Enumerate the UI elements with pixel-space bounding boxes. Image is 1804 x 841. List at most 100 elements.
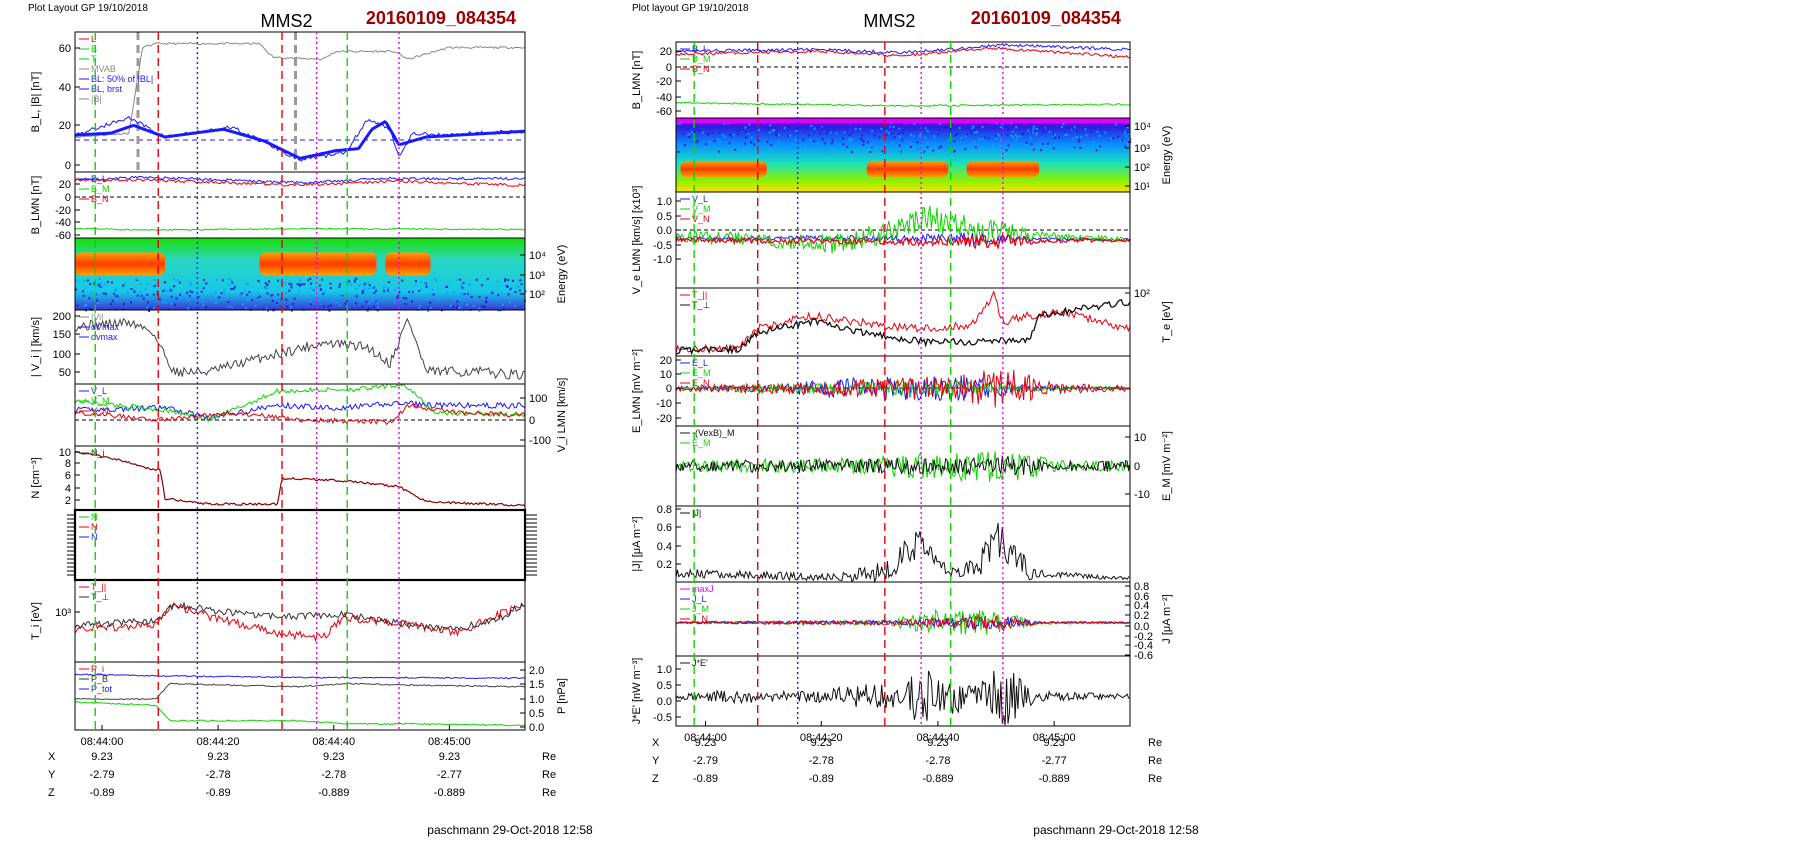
spectrogram-speckle — [341, 294, 344, 297]
spectrogram-speckle — [481, 305, 484, 308]
series-BN — [675, 46, 1131, 59]
spectrogram-speckle — [824, 142, 826, 145]
spectrogram-speckle — [829, 131, 832, 134]
spectrogram-speckle — [956, 141, 959, 144]
spectrogram-speckle — [1099, 145, 1102, 148]
spectrogram-speckle — [1117, 135, 1119, 138]
spectrogram-speckle — [265, 286, 268, 289]
spectrogram-speckle — [506, 286, 509, 288]
x-tick-label: 08:44:00 — [81, 736, 124, 748]
spectrogram-speckle — [372, 305, 375, 308]
spectrogram-speckle — [339, 304, 342, 307]
spectrogram-speckle — [785, 148, 788, 151]
y-axis-label: T_e [eV] — [1161, 301, 1173, 343]
spectrogram-speckle — [826, 132, 828, 135]
y-tick-label: 20 — [59, 179, 71, 191]
spectrogram-speckle — [172, 296, 175, 299]
y-tick-label: 10 — [1134, 432, 1146, 444]
spectrogram-speckle — [1011, 130, 1014, 133]
spectrogram-speckle — [917, 147, 920, 150]
spectrogram-speckle — [999, 138, 1002, 141]
spectrogram-speckle — [723, 122, 726, 125]
spectrogram-speckle — [787, 147, 790, 150]
spectrogram-speckle — [82, 294, 85, 297]
spectrogram-speckle — [964, 148, 967, 151]
spectrogram-speckle — [189, 283, 192, 286]
spectrogram-speckle — [153, 285, 156, 288]
y-tick-label: -0.6 — [1134, 650, 1153, 662]
spectrogram-speckle — [100, 282, 103, 285]
spectrogram-speckle — [139, 291, 142, 293]
spectrogram-speckle — [695, 143, 697, 146]
spectrogram-speckle — [923, 150, 926, 153]
y-tick-label: 10¹ — [1134, 181, 1150, 193]
spectrogram-speckle — [760, 122, 763, 125]
spectrogram-speckle — [854, 127, 857, 130]
y-tick-label: -20 — [656, 76, 672, 88]
orbit-value: -2.79 — [693, 755, 718, 767]
spectrogram-speckle — [1052, 147, 1055, 150]
series-JE — [675, 670, 1131, 726]
spectrogram-speckle — [1126, 126, 1129, 129]
spectrogram-speckle — [891, 141, 894, 144]
spectrogram-speckle — [99, 285, 102, 288]
spectrogram-speckle — [275, 298, 278, 300]
spectrogram-speckle — [496, 280, 499, 283]
spectrogram-speckle — [223, 292, 226, 295]
spectrogram-speckle — [509, 301, 511, 304]
legend-entry: V_N — [91, 406, 109, 416]
spectrogram-speckle — [231, 281, 234, 284]
y-tick-label: 0.2 — [1134, 610, 1149, 622]
spectrogram-speckle — [284, 291, 287, 294]
spectrogram-speckle — [788, 134, 791, 137]
spectrogram-speckle — [363, 282, 366, 285]
legend-entry: B_L — [91, 174, 107, 184]
spectrogram-speckle — [1039, 143, 1042, 146]
spectrogram-speckle — [1000, 133, 1003, 136]
spectrogram-speckle — [1075, 136, 1078, 138]
spectrogram-speckle — [277, 293, 280, 296]
spectrogram-speckle — [916, 141, 919, 144]
spectrogram-speckle — [250, 299, 253, 302]
spectrogram-speckle — [122, 302, 125, 305]
y-tick-label: 10² — [529, 289, 545, 301]
spectrogram-speckle — [686, 127, 689, 130]
spectrogram-speckle — [111, 299, 114, 302]
spectrogram-speckle — [171, 288, 174, 291]
y-tick-label: 0.0 — [529, 722, 544, 734]
x-tick-label: 08:44:20 — [800, 732, 843, 744]
y-axis-label: B_LMN [nT] — [30, 176, 42, 235]
spectrogram-speckle — [202, 287, 205, 290]
spectrogram-speckle — [293, 297, 296, 300]
panel-Te: 10² T_e [eV] T_||T_⊥ — [675, 287, 1173, 357]
spectrogram-speckle — [205, 282, 208, 285]
spectrogram-speckle — [370, 287, 372, 290]
panel-frame — [73, 508, 527, 582]
spectrogram-speckle — [376, 302, 379, 305]
spectrogram-speckle — [706, 133, 709, 136]
spectrogram-speckle — [365, 300, 368, 303]
spectrogram-speckle — [227, 301, 230, 303]
spectrogram-speckle — [973, 140, 976, 143]
legend-entry: BL, brst — [91, 84, 123, 94]
spectrogram-speckle — [780, 149, 783, 152]
spectrogram-speckle — [1044, 131, 1047, 134]
spectrogram-speckle — [964, 135, 967, 138]
spectrogram-speckle — [1040, 149, 1043, 152]
spectrogram-speckle — [880, 122, 883, 125]
spectrogram-speckle — [835, 132, 838, 135]
spectrogram-speckle — [1032, 148, 1035, 151]
spectrogram-speckle — [926, 146, 929, 148]
spectrogram-speckle — [819, 150, 822, 152]
y-tick-label: 0.4 — [1134, 600, 1149, 612]
spectrogram-speckle — [1007, 127, 1010, 130]
spectrogram-speckle — [711, 131, 714, 134]
spectrogram-speckle — [1078, 138, 1081, 141]
event-id: 20160109_084354 — [971, 8, 1121, 28]
spectrogram-speckle — [387, 289, 389, 292]
spectrogram-speckle — [485, 296, 488, 299]
spectrogram-speckle — [783, 126, 786, 129]
spectrogram-speckle — [804, 143, 806, 146]
spectrogram-speckle — [105, 293, 107, 296]
